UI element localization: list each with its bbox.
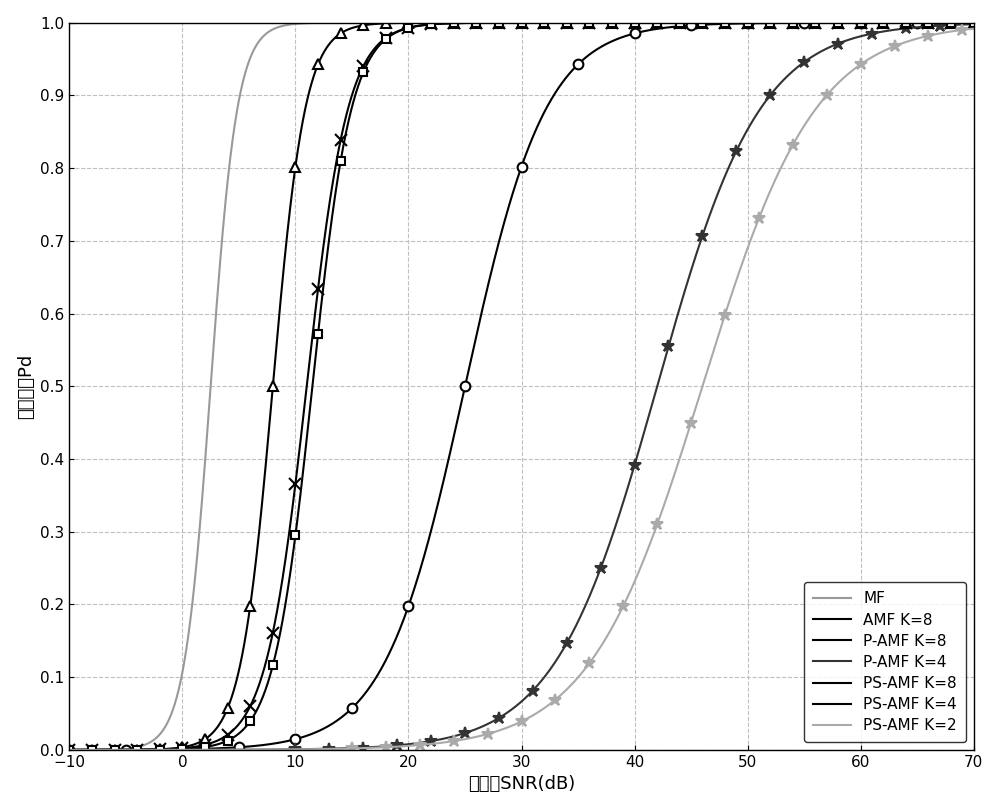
PS-AMF K=8 [220,707,232,717]
MF [449,18,461,28]
Y-axis label: 检测概率Pd: 检测概率Pd [17,354,35,419]
X-axis label: 信噪比SNR(dB): 信噪比SNR(dB) [468,775,575,793]
P-AMF K=4 [166,745,178,755]
PS-AMF K=8 [166,744,178,753]
P-AMF K=8 [449,19,461,28]
P-AMF K=8 [220,731,232,740]
Line: PS-AMF K=8: PS-AMF K=8 [69,23,974,750]
PS-AMF K=2 [950,26,962,36]
PS-AMF K=8 [410,18,422,28]
PS-AMF K=8 [63,745,75,755]
PS-AMF K=4 [853,18,865,28]
Line: PS-AMF K=2: PS-AMF K=2 [69,28,974,750]
AMF K=8 [950,18,962,28]
PS-AMF K=2 [166,745,178,755]
PS-AMF K=4 [63,745,75,755]
P-AMF K=8 [853,18,865,28]
P-AMF K=4 [63,745,75,755]
MF [693,18,705,28]
MF [968,18,980,28]
MF [410,18,422,28]
MF [220,190,232,200]
PS-AMF K=2 [853,61,865,70]
P-AMF K=4 [950,20,962,30]
Line: P-AMF K=4: P-AMF K=4 [69,24,974,750]
PS-AMF K=8 [449,18,461,28]
P-AMF K=4 [968,19,980,29]
Line: P-AMF K=8: P-AMF K=8 [69,23,974,750]
MF [950,18,962,28]
Line: PS-AMF K=4: PS-AMF K=4 [69,23,974,750]
P-AMF K=8 [968,18,980,28]
PS-AMF K=2 [63,745,75,755]
AMF K=8 [968,18,980,28]
AMF K=8 [63,745,75,755]
MF [63,745,75,755]
PS-AMF K=4 [968,18,980,28]
PS-AMF K=8 [968,18,980,28]
P-AMF K=4 [220,745,232,755]
P-AMF K=4 [449,731,461,740]
P-AMF K=4 [410,739,422,748]
PS-AMF K=4 [410,21,422,31]
PS-AMF K=2 [410,740,422,750]
PS-AMF K=4 [166,744,178,754]
AMF K=8 [449,424,461,434]
P-AMF K=8 [950,18,962,28]
Line: AMF K=8: AMF K=8 [69,23,974,750]
PS-AMF K=4 [220,736,232,746]
PS-AMF K=8 [950,18,962,28]
Legend: MF, AMF K=8, P-AMF K=8, P-AMF K=4, PS-AMF K=8, PS-AMF K=4, PS-AMF K=2: MF, AMF K=8, P-AMF K=8, P-AMF K=4, PS-AM… [804,582,966,742]
PS-AMF K=4 [449,19,461,28]
AMF K=8 [220,743,232,752]
PS-AMF K=8 [860,18,872,28]
MF [853,18,865,28]
P-AMF K=8 [410,21,422,31]
PS-AMF K=2 [449,736,461,746]
Line: MF: MF [69,23,974,750]
AMF K=8 [853,18,865,28]
PS-AMF K=4 [967,18,979,28]
PS-AMF K=2 [968,23,980,33]
PS-AMF K=4 [950,18,962,28]
MF [166,706,178,716]
AMF K=8 [410,578,422,588]
P-AMF K=4 [853,32,865,41]
P-AMF K=8 [166,744,178,754]
P-AMF K=8 [63,745,75,755]
AMF K=8 [166,744,178,754]
PS-AMF K=2 [220,745,232,755]
PS-AMF K=8 [853,18,865,28]
